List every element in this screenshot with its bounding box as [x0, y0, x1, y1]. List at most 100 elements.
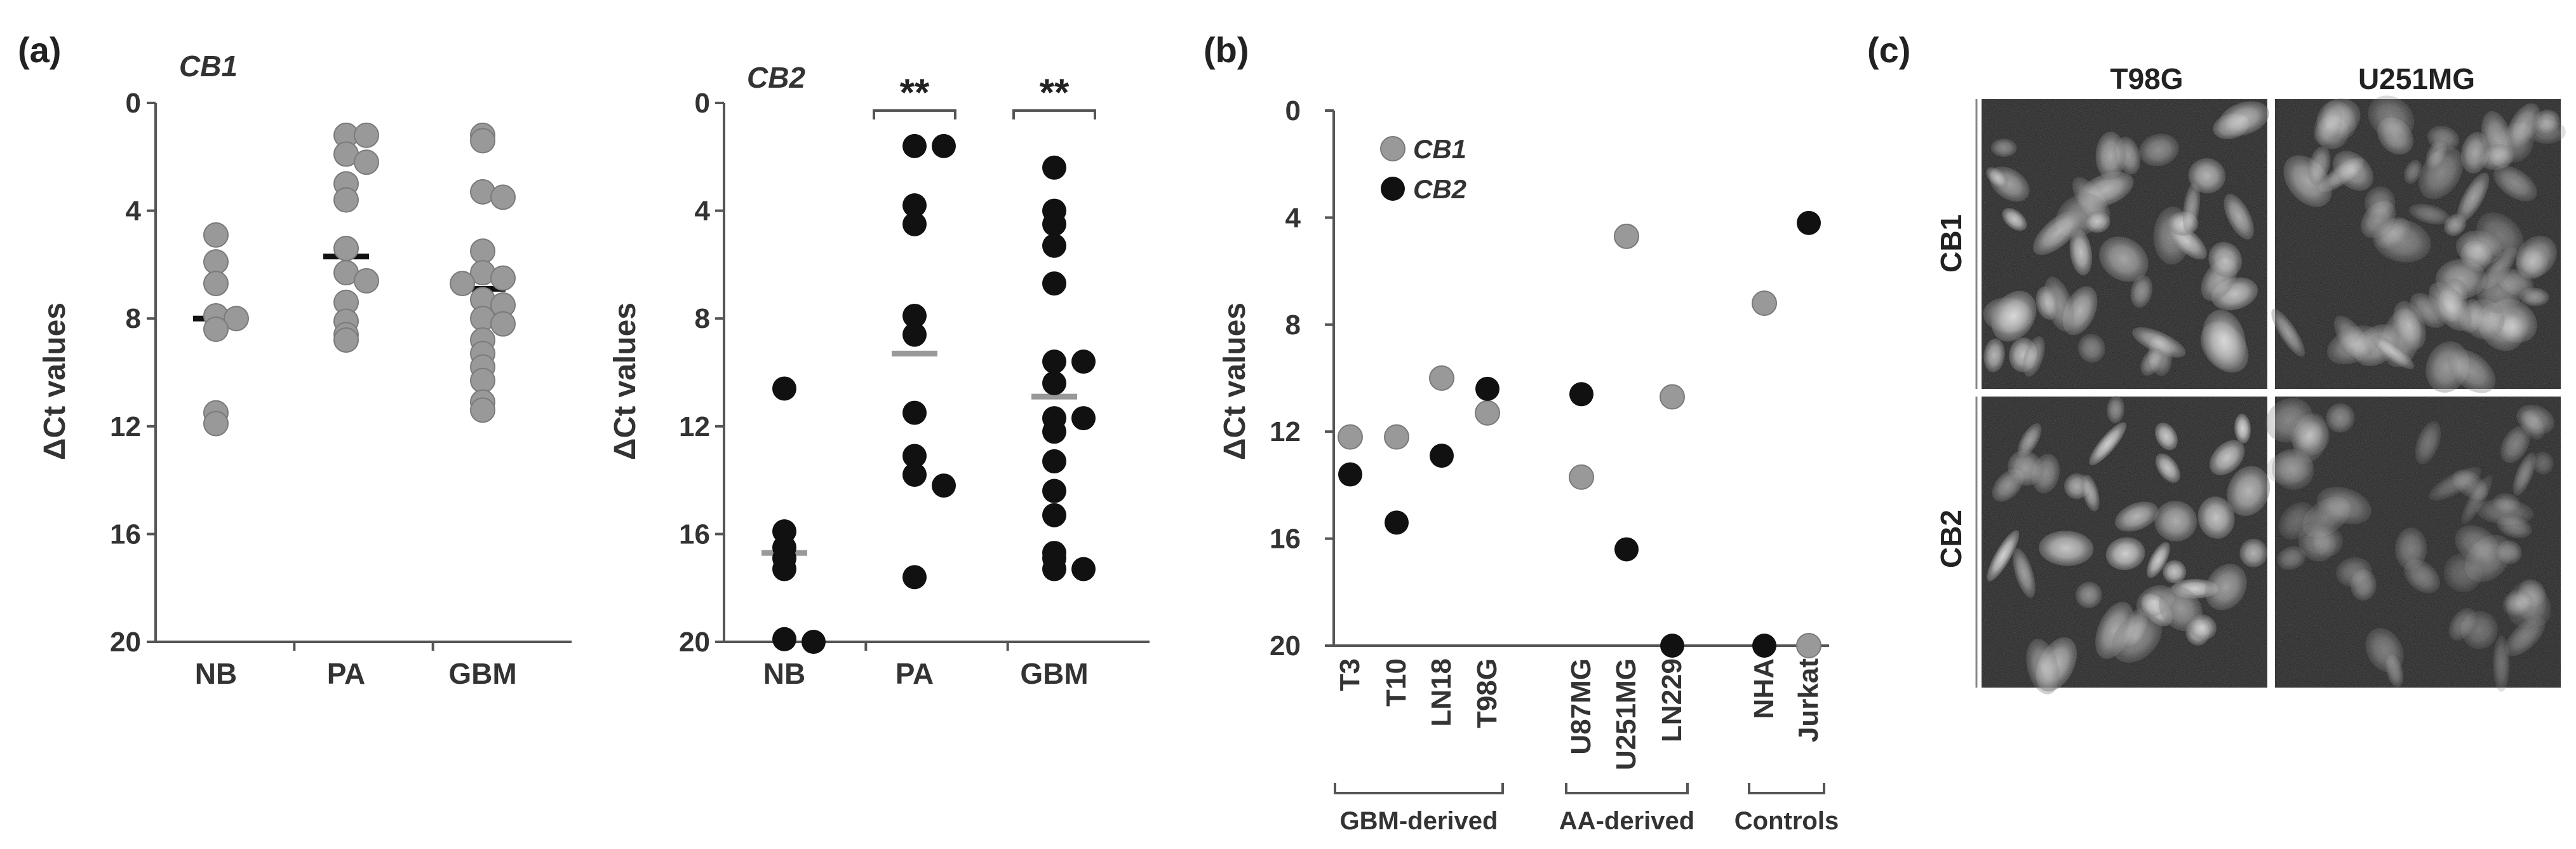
legend: CB1 CB2 — [1380, 134, 1466, 204]
group-label: AA-derived — [1559, 807, 1694, 835]
y-axis-label: ΔCt values — [1218, 302, 1252, 460]
x-category-label: NHA — [1748, 658, 1780, 719]
column-header-t98g: T98G — [2110, 62, 2183, 95]
data-point-cb1 — [203, 249, 229, 275]
data-point-cb2 — [1569, 382, 1593, 407]
data-point-cb2 — [902, 193, 927, 218]
legend-cb1-label: CB1 — [1413, 134, 1466, 164]
y-tick-label: 20 — [679, 627, 710, 658]
data-point-cb1 — [1614, 223, 1639, 249]
y-tick-label: 4 — [695, 196, 711, 227]
x-category-label: LN229 — [1656, 658, 1687, 742]
y-tick-label: 12 — [1270, 416, 1301, 447]
x-category-label: U87MG — [1566, 658, 1597, 755]
y-tick-label: 16 — [110, 519, 141, 550]
group-label: Controls — [1734, 807, 1839, 835]
data-point-cb2 — [1385, 510, 1409, 535]
micrograph-texture — [2275, 99, 2561, 389]
x-category-label: T10 — [1381, 658, 1412, 707]
data-point-cb2 — [1042, 503, 1066, 527]
data-point-cb1 — [1429, 365, 1454, 391]
x-category-label: Jurkat — [1793, 658, 1824, 742]
micrograph-cb2-u251mg — [2265, 397, 2561, 692]
y-tick-label: 20 — [1270, 630, 1301, 662]
data-point-cb1 — [1384, 424, 1409, 450]
legend-cb2-marker — [1381, 177, 1405, 201]
data-point-cb2 — [1042, 155, 1066, 180]
x-category-label: U251MG — [1611, 658, 1642, 770]
y-tick-label: 8 — [126, 303, 141, 334]
panel-label-a: (a) — [18, 30, 61, 70]
data-point-cb2 — [1071, 350, 1096, 374]
data-point-cb2 — [902, 212, 927, 236]
x-category-label: T3 — [1334, 658, 1365, 691]
data-point-cb2 — [902, 322, 927, 347]
y-axis-label: ΔCt values — [608, 302, 642, 460]
data-point-cb2 — [1475, 376, 1499, 401]
micrograph-cb1-t98g — [1982, 99, 2269, 389]
data-point-cb2 — [902, 133, 927, 158]
data-point-cb2 — [1042, 350, 1066, 374]
data-point-cb2 — [1042, 419, 1066, 444]
data-point-cb2 — [932, 473, 956, 498]
data-point-cb1 — [470, 238, 495, 264]
panel-label-b: (b) — [1204, 30, 1249, 70]
data-point-cb1 — [354, 122, 379, 148]
y-tick-label: 16 — [679, 519, 710, 550]
group-bracket — [1565, 783, 1689, 794]
data-point-cb2 — [772, 376, 796, 401]
data-point-cb1 — [450, 271, 475, 297]
y-tick-label: 0 — [126, 88, 141, 119]
chart-title: CB1 — [179, 50, 238, 83]
data-point-cb2 — [1071, 557, 1096, 581]
data-point-cb1 — [490, 265, 516, 291]
data-point-cb2 — [772, 557, 796, 581]
x-category-label: PA — [896, 657, 934, 690]
data-point-cb2 — [932, 133, 956, 158]
data-point-cb2 — [902, 400, 927, 425]
y-tick-label: 12 — [679, 411, 710, 442]
row-header-cb1: CB1 — [1935, 214, 1968, 273]
group-bracket — [1748, 783, 1825, 794]
data-point-cb1 — [490, 184, 516, 210]
chart-cell-lines: ΔCt values 0 4 8 12 16 20 T3 T10 LN18 T98G U87MG U… — [1218, 95, 1839, 835]
data-point-cb1 — [470, 367, 495, 393]
x-category-label: GBM — [448, 657, 516, 690]
data-point-cb1 — [1752, 290, 1777, 316]
micrograph-cb1-u251mg — [2271, 95, 2566, 393]
data-point-cb2 — [1042, 271, 1066, 296]
x-category-label: LN18 — [1426, 658, 1457, 727]
data-point-cb2 — [1752, 634, 1776, 658]
y-axis-label: ΔCt values — [38, 302, 72, 460]
data-point-cb1 — [354, 149, 379, 175]
chart-cb2-tissue: CB2 ΔCt values 0 4 8 12 16 20 NB PA GBM ** ** — [608, 61, 1150, 690]
data-point-cb2 — [902, 444, 927, 468]
data-point-cb1 — [203, 271, 229, 297]
data-point-cb2 — [902, 565, 927, 590]
panel-label-c: (c) — [1867, 30, 1910, 70]
data-point-cb2 — [1430, 444, 1454, 468]
y-tick-label: 20 — [110, 627, 141, 658]
data-point-cb1 — [470, 397, 495, 423]
column-header-u251mg: U251MG — [2358, 62, 2475, 95]
data-point-cb2 — [1042, 233, 1066, 258]
data-point-cb1 — [1796, 633, 1821, 658]
data-point-cb1 — [354, 268, 379, 294]
data-point-cb2 — [902, 463, 927, 487]
data-point-cb1 — [470, 128, 495, 154]
micrograph-cb2-t98g — [1982, 395, 2271, 695]
data-point-cb2 — [772, 627, 796, 651]
group-bracket — [1334, 783, 1504, 794]
chart-title: CB2 — [747, 61, 805, 94]
significance-label: ** — [900, 71, 930, 114]
y-tick-label: 12 — [110, 411, 141, 442]
data-point-cb1 — [333, 235, 359, 261]
data-point-cb1 — [203, 316, 229, 343]
data-point-cb2 — [902, 303, 927, 328]
legend-cb2-label: CB2 — [1413, 174, 1466, 204]
significance-label: ** — [1040, 71, 1070, 114]
y-tick-label: 8 — [695, 303, 710, 334]
data-point-cb2 — [1338, 462, 1362, 487]
data-point-cb1 — [333, 327, 359, 353]
